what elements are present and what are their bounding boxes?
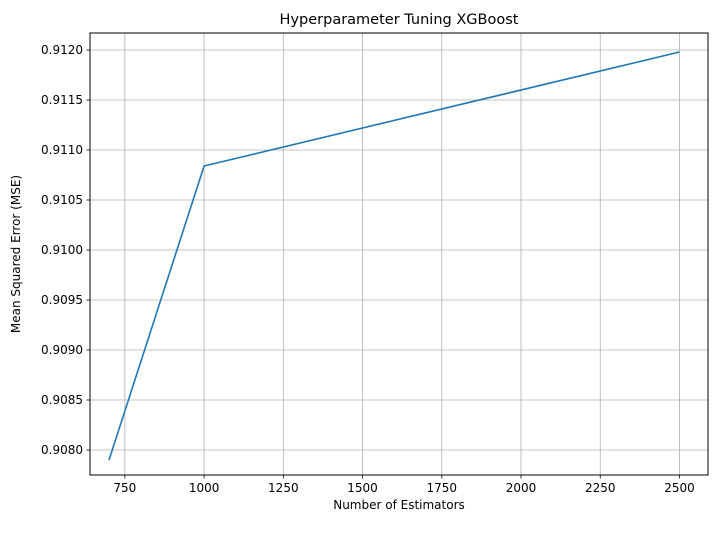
y-tick-label: 0.9085 <box>41 393 83 407</box>
y-tick-label: 0.9100 <box>41 243 83 257</box>
chart-title: Hyperparameter Tuning XGBoost <box>280 12 519 28</box>
x-tick-label: 2250 <box>585 481 616 495</box>
x-axis-label: Number of Estimators <box>333 498 465 512</box>
x-tick-label: 2500 <box>664 481 695 495</box>
y-tick-label: 0.9105 <box>41 193 83 207</box>
y-tick-label: 0.9080 <box>41 443 83 457</box>
x-tick-label: 2000 <box>506 481 537 495</box>
x-tick-label: 1000 <box>189 481 220 495</box>
y-tick-label: 0.9120 <box>41 43 83 57</box>
x-tick-label: 1500 <box>347 481 378 495</box>
series-line <box>108 51 680 461</box>
grid-lines <box>90 33 708 475</box>
x-tick-label: 1750 <box>427 481 458 495</box>
x-tick-label: 1250 <box>268 481 299 495</box>
y-tick-label: 0.9090 <box>41 343 83 357</box>
y-tick-label: 0.9115 <box>41 93 83 107</box>
x-axis-ticks: 750 1000 1250 1500 1750 2000 2250 2500 <box>113 475 695 495</box>
y-axis-ticks: 0.9080 0.9085 0.9090 0.9095 0.9100 0.9105 0.91… <box>41 43 90 457</box>
y-tick-label: 0.9110 <box>41 143 83 157</box>
y-tick-label: 0.9095 <box>41 293 83 307</box>
plot-series <box>108 51 680 461</box>
x-tick-label: 750 <box>113 481 136 495</box>
y-axis-label: Mean Squared Error (MSE) <box>9 175 23 333</box>
plot-area-frame <box>89 32 709 476</box>
